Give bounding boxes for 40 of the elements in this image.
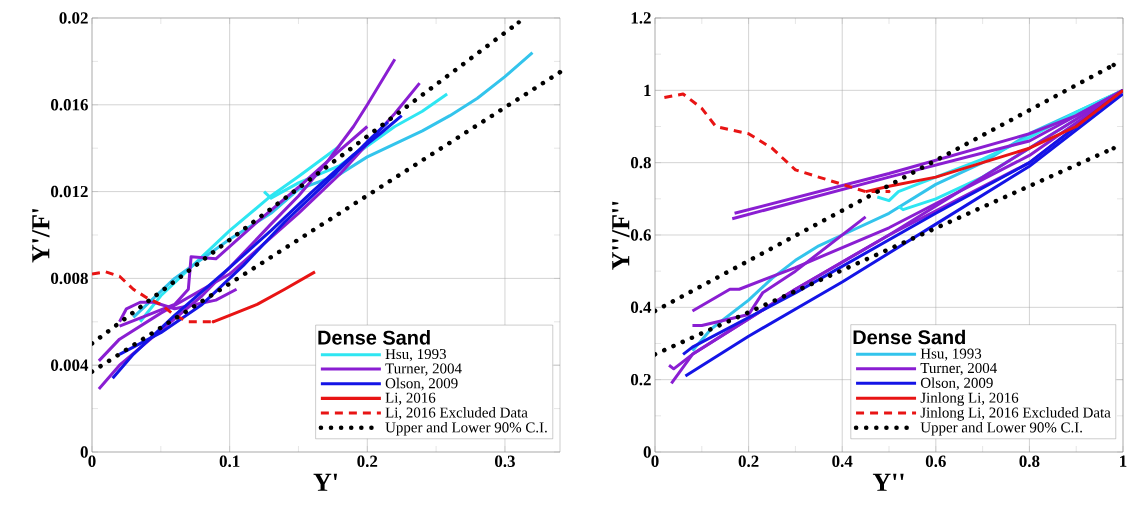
y-tick-label: 0.6: [630, 229, 651, 241]
legend-label: Upper and Lower 90% C.I.: [920, 421, 1082, 436]
y-axis-title: Y''/F'': [612, 201, 630, 270]
y-tick-label: 0: [80, 446, 88, 458]
legend-label: Turner, 2004: [385, 363, 462, 376]
x-axis-title: Y': [313, 473, 337, 491]
y-tick-label: 0.004: [51, 359, 89, 371]
x-tick-label: 0.2: [738, 455, 759, 468]
y-tick-label: 0: [643, 446, 651, 458]
legend-label: Turner, 2004: [920, 362, 997, 376]
x-tick-label: 0.8: [1019, 455, 1040, 468]
x-tick-label: 0.2: [357, 455, 378, 468]
x-tick-label: 0: [88, 455, 96, 467]
legend-label: Upper and Lower 90% C.I.: [385, 421, 547, 436]
legend-label: Li, 2016 Excluded Data: [385, 407, 528, 420]
y-axis-title: Y'/F': [32, 208, 50, 263]
legend-label: Jinlong Li, 2016: [920, 392, 1019, 406]
legend-title: Dense Sand: [853, 329, 965, 345]
y-tick-label: 0.02: [59, 12, 88, 24]
y-tick-label: 1: [644, 84, 651, 96]
x-tick-label: 0.3: [495, 455, 515, 468]
legend-label: Hsu, 1993: [385, 349, 446, 362]
y-tick-label: 1.2: [631, 12, 651, 24]
y-tick-label: 0.2: [630, 373, 651, 386]
legend-label: Jinlong Li, 2016 Excluded Data: [920, 407, 1111, 421]
x-tick-label: 0.1: [219, 455, 240, 468]
y-tick-label: 0.016: [51, 99, 88, 111]
x-tick-label: 0.6: [925, 455, 946, 468]
y-tick-label: 0.8: [630, 156, 651, 169]
x-tick-label: 0.4: [832, 455, 853, 468]
legend-label: Hsu, 1993: [920, 348, 982, 361]
y-tick-label: 0.012: [51, 185, 88, 198]
y-tick-label: 0.008: [51, 272, 88, 285]
x-axis-title: Y'': [872, 473, 904, 491]
y-tick-label: 0.4: [630, 301, 652, 314]
x-tick-label: 1: [1120, 455, 1127, 467]
legend-title: Dense Sand: [318, 330, 430, 345]
legend-label: Li, 2016: [385, 392, 436, 405]
legend-label: Olson, 2009: [920, 377, 993, 391]
legend-label: Olson, 2009: [385, 377, 458, 391]
